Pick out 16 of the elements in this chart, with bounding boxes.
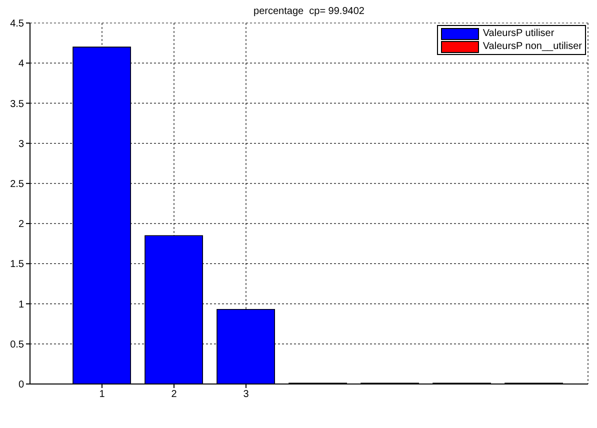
y-tick-label: 3: [18, 138, 24, 150]
y-tick-label: 0: [18, 380, 24, 391]
y-tick-label: 4.5: [10, 18, 24, 30]
y-tick-label: 2.5: [10, 178, 24, 190]
y-tick-label: 4: [18, 58, 24, 70]
y-tick-label: 2: [18, 219, 24, 230]
y-tick-label: 0.5: [10, 339, 24, 350]
legend-label: ValeursP utiliser: [482, 28, 554, 39]
y-tick-label: 3.5: [10, 98, 24, 110]
y-tick-label: 1.5: [10, 259, 24, 270]
x-tick-label: 1: [99, 389, 106, 400]
legend-label: ValeursP non__utiliser: [482, 41, 582, 52]
y-tick-label: 1: [18, 299, 24, 310]
chart-title: percentage cp= 99.9402: [252, 6, 366, 17]
x-tick-label: 2: [171, 389, 178, 400]
x-tick-label: 3: [243, 389, 250, 400]
